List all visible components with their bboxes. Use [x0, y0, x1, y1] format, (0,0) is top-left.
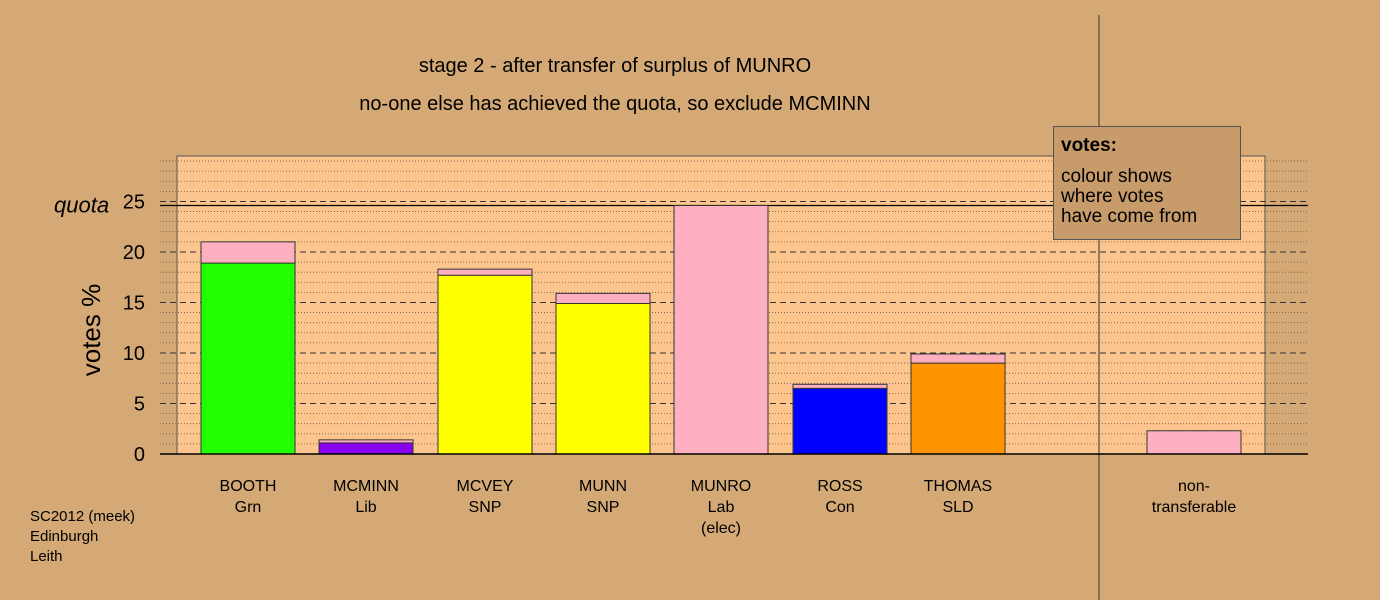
footer-ward: Leith: [30, 548, 63, 565]
x-tick-label: Lab: [708, 499, 735, 516]
bar-segment: [437, 268, 533, 276]
chart-subtitle: no-one else has achieved the quota, so e…: [359, 93, 871, 115]
bar-segment: [318, 439, 414, 444]
bar-segment: [200, 241, 296, 264]
bar-segment: [910, 362, 1006, 455]
y-tick-label: 25: [123, 191, 145, 213]
x-tick-label: MUNN: [579, 478, 627, 495]
bar-segment: [437, 274, 533, 455]
bar-segment: [200, 262, 296, 455]
x-tick-label: ROSS: [817, 478, 862, 495]
x-tick-label: SLD: [942, 499, 973, 516]
legend-line: colour shows: [1061, 166, 1172, 187]
footer-council: Edinburgh: [30, 528, 99, 545]
x-tick-label: SNP: [469, 499, 502, 516]
y-axis-title: votes %: [76, 284, 106, 377]
x-tick-label: Con: [825, 499, 854, 516]
legend-title: votes:: [1061, 135, 1117, 156]
x-tick-label: BOOTH: [220, 478, 277, 495]
x-tick-label: transferable: [1152, 499, 1237, 516]
legend: votes: colour shows where votes have com…: [1053, 126, 1241, 240]
quota-label: quota: [54, 192, 109, 217]
y-tick-label: 0: [134, 444, 145, 466]
y-tick-label: 15: [123, 292, 145, 314]
x-tick-label: Lib: [355, 499, 376, 516]
x-tick-label: MCMINN: [333, 478, 399, 495]
legend-line: where votes: [1061, 186, 1164, 207]
bar-segment: [673, 204, 769, 455]
x-tick-label: MCVEY: [457, 478, 514, 495]
x-tick-label: THOMAS: [924, 478, 992, 495]
y-tick-label: 20: [123, 242, 145, 264]
x-tick-label: non-: [1178, 478, 1210, 495]
bar-segment: [1146, 430, 1242, 455]
x-tick-label: (elec): [701, 520, 741, 537]
legend-line: have come from: [1061, 206, 1198, 227]
y-tick-label: 5: [134, 393, 145, 415]
footer-election: SC2012 (meek): [30, 508, 136, 525]
bar-segment: [792, 383, 888, 389]
chart-title: stage 2 - after transfer of surplus of M…: [418, 55, 812, 77]
y-tick-label: 10: [123, 343, 145, 365]
x-tick-label: SNP: [587, 499, 620, 516]
bar-segment: [555, 302, 651, 455]
x-tick-label: MUNRO: [691, 478, 751, 495]
x-tick-label: Grn: [235, 499, 262, 516]
bar-segment: [910, 353, 1006, 364]
bar-segment: [555, 292, 651, 304]
bar-segment: [792, 387, 888, 455]
bar-segment: [318, 442, 414, 455]
